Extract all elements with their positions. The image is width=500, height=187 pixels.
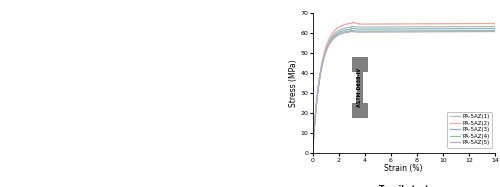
PA-5AZ(1)	[310, 152, 316, 154]
PA-5AZ(5)	[492, 30, 498, 33]
PA-5AZ(4)	[348, 29, 354, 31]
PA-5AZ(5)	[468, 30, 474, 33]
PA-5AZ(4)	[468, 30, 474, 32]
PA-5AZ(3)	[354, 28, 360, 30]
Line: PA-5AZ(5): PA-5AZ(5)	[312, 31, 495, 153]
PA-5AZ(1)	[383, 26, 389, 28]
PA-5AZ(5)	[348, 30, 354, 32]
Line: PA-5AZ(3): PA-5AZ(3)	[312, 28, 495, 153]
Line: PA-5AZ(2): PA-5AZ(2)	[312, 22, 495, 153]
PA-5AZ(5)	[382, 31, 388, 33]
PA-5AZ(3)	[372, 28, 378, 30]
PA-5AZ(3)	[310, 152, 316, 154]
PA-5AZ(1)	[373, 26, 379, 28]
PA-5AZ(1)	[492, 25, 498, 28]
PA-5AZ(3)	[373, 28, 379, 30]
PA-5AZ(1)	[348, 25, 354, 27]
PA-5AZ(4)	[492, 29, 498, 32]
PA-5AZ(1)	[354, 26, 360, 28]
PA-5AZ(2)	[350, 21, 356, 23]
PA-5AZ(4)	[310, 152, 316, 154]
PA-5AZ(2)	[354, 22, 360, 25]
Legend: PA-5AZ(1), PA-5AZ(2), PA-5AZ(3), PA-5AZ(4), PA-5AZ(5): PA-5AZ(1), PA-5AZ(2), PA-5AZ(3), PA-5AZ(…	[447, 112, 492, 148]
PA-5AZ(4)	[372, 30, 378, 32]
PA-5AZ(5)	[352, 31, 358, 33]
PA-5AZ(2)	[373, 23, 379, 25]
Y-axis label: Stress (MPa): Stress (MPa)	[288, 59, 298, 107]
Text: Tensile test: Tensile test	[379, 185, 428, 187]
PA-5AZ(2)	[374, 23, 380, 25]
PA-5AZ(5)	[310, 152, 316, 154]
PA-5AZ(4)	[328, 39, 334, 42]
PA-5AZ(2)	[492, 22, 498, 25]
PA-5AZ(3)	[468, 27, 474, 30]
Line: PA-5AZ(4): PA-5AZ(4)	[312, 30, 495, 153]
PA-5AZ(1)	[372, 26, 378, 28]
PA-5AZ(2)	[468, 22, 474, 25]
Polygon shape	[352, 57, 366, 117]
PA-5AZ(3)	[492, 27, 498, 30]
PA-5AZ(1)	[329, 36, 335, 38]
PA-5AZ(3)	[329, 37, 335, 40]
PA-5AZ(2)	[384, 23, 390, 25]
PA-5AZ(1)	[468, 25, 474, 28]
Text: ASTM D638-IV: ASTM D638-IV	[357, 68, 362, 107]
PA-5AZ(2)	[310, 152, 316, 154]
PA-5AZ(2)	[330, 32, 336, 34]
PA-5AZ(4)	[382, 30, 388, 32]
PA-5AZ(3)	[348, 27, 354, 29]
X-axis label: Strain (%): Strain (%)	[384, 164, 423, 173]
PA-5AZ(4)	[370, 30, 376, 32]
PA-5AZ(3)	[383, 28, 389, 30]
PA-5AZ(5)	[328, 40, 334, 42]
Line: PA-5AZ(1): PA-5AZ(1)	[312, 26, 495, 153]
PA-5AZ(5)	[372, 31, 378, 33]
PA-5AZ(5)	[370, 31, 376, 33]
PA-5AZ(4)	[352, 30, 358, 32]
